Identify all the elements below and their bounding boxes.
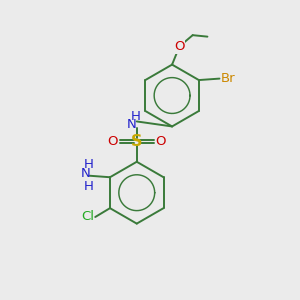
Text: H: H bbox=[130, 110, 140, 123]
Text: N: N bbox=[80, 167, 90, 181]
Text: O: O bbox=[108, 135, 118, 148]
Text: H: H bbox=[83, 158, 93, 171]
Text: Cl: Cl bbox=[81, 211, 94, 224]
Text: O: O bbox=[155, 135, 166, 148]
Text: Br: Br bbox=[221, 72, 236, 85]
Text: H: H bbox=[84, 180, 94, 193]
Text: O: O bbox=[174, 40, 185, 53]
Text: S: S bbox=[131, 134, 142, 149]
Text: N: N bbox=[127, 118, 136, 131]
